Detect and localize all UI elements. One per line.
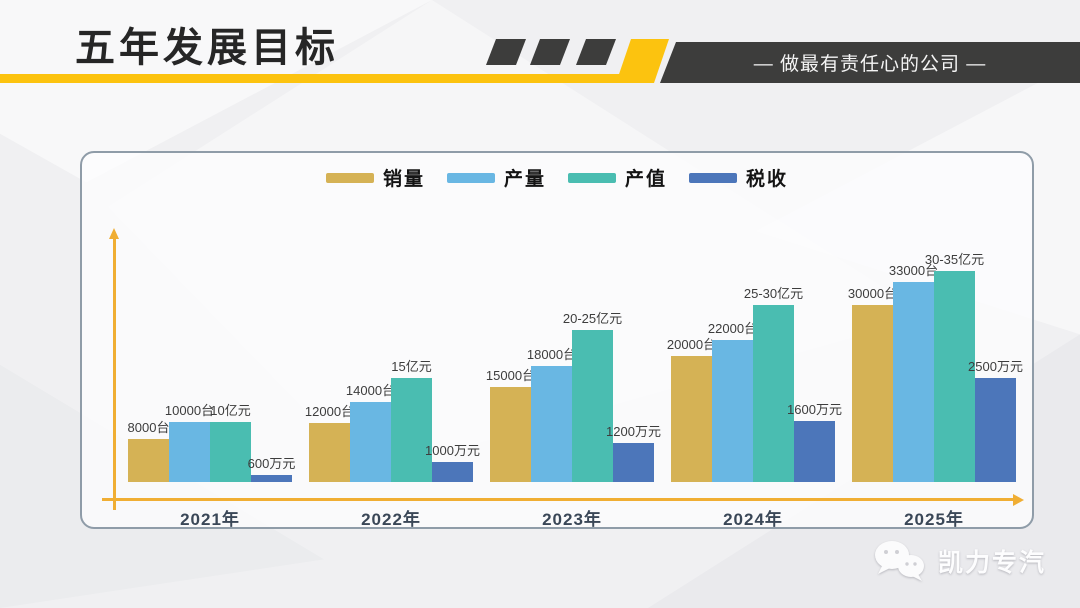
x-tick-2025年: 2025年: [904, 510, 964, 529]
decor-parallelogram-icon: [530, 39, 570, 65]
decor-parallelogram-yellow-icon: [616, 39, 669, 83]
legend-item-sales: 销量: [325, 164, 425, 191]
bar-销量-2022年: 12000台: [305, 404, 354, 482]
bar-value-label: 10亿元: [210, 403, 251, 418]
bar-value-label: 33000台: [888, 263, 939, 278]
bar-产量-2024年: 22000台: [708, 321, 757, 482]
bar-税收-2024年: 1600万元: [787, 402, 842, 482]
bar-产值-2025年: 30-35亿元: [925, 252, 984, 482]
bar-value-label: 30000台: [847, 286, 898, 301]
bar-group-2024年: 20000台 22000台 25-30亿元 1600万元: [667, 286, 842, 482]
bar-产量-2022年: 14000台: [346, 383, 395, 482]
bar-group-2023年: 15000台 18000台 20-25亿元 1200万元: [486, 311, 661, 482]
legend-swatch-output: [568, 172, 616, 183]
y-axis-arrow: [109, 228, 119, 510]
bar-value-label: 2500万元: [968, 359, 1023, 374]
bar-产值-2022年: 15亿元: [391, 359, 432, 482]
bar-group-2022年: 12000台 14000台 15亿元 1000万元: [305, 359, 480, 482]
bar-value-label: 15000台: [485, 368, 536, 383]
slogan-text: — 做最有责任心的公司 —: [753, 54, 987, 75]
chart-card: 销量 产量 产值 税收 8000台 10000台 10亿元 600万元 12000台 14…: [80, 151, 1034, 529]
bar-税收-2021年: 600万元: [248, 456, 295, 482]
legend-label: 产量: [503, 169, 546, 190]
x-tick-2023年: 2023年: [542, 510, 602, 529]
legend-swatch-tax: [689, 172, 738, 183]
x-tick-2024年: 2024年: [723, 510, 783, 529]
x-tick-2022年: 2022年: [361, 510, 421, 529]
legend-swatch-sales: [325, 172, 374, 183]
brand-name: 凯力专汽: [937, 549, 1046, 577]
legend-item-production: 产量: [446, 164, 546, 191]
bar-value-label: 12000台: [304, 404, 355, 419]
legend-label: 销量: [382, 169, 425, 190]
bar-产值-2021年: 10亿元: [210, 403, 251, 482]
bar-value-label: 600万元: [247, 456, 296, 471]
bar-税收-2025年: 2500万元: [968, 359, 1023, 482]
bar-产量-2021年: 10000台: [165, 403, 214, 482]
bar-value-label: 1600万元: [787, 402, 842, 417]
bar-group-2021年: 8000台 10000台 10亿元 600万元: [128, 403, 295, 482]
bar-产量-2023年: 18000台: [527, 347, 576, 482]
bar-value-label: 1000万元: [425, 443, 480, 458]
bar-产值-2024年: 25-30亿元: [744, 286, 803, 482]
bar-产值-2023年: 20-25亿元: [563, 311, 622, 482]
page-title: 五年发展目标: [75, 26, 339, 70]
bar-产量-2025年: 33000台: [889, 263, 938, 482]
x-axis-arrow: [102, 493, 1024, 506]
bar-税收-2023年: 1200万元: [606, 424, 661, 482]
title-underline-bar: [0, 74, 642, 83]
bar-销量-2021年: 8000台: [128, 420, 169, 482]
bar-value-label: 14000台: [345, 383, 396, 398]
bar-value-label: 10000台: [164, 403, 215, 418]
x-tick-2021年: 2021年: [180, 510, 240, 529]
wechat-icon: [874, 541, 924, 581]
legend-label: 税收: [746, 169, 789, 190]
legend-item-output: 产值: [568, 164, 667, 191]
bar-value-label: 1200万元: [606, 424, 661, 439]
bar-value-label: 22000台: [707, 321, 758, 336]
bar-value-label: 15亿元: [391, 359, 432, 374]
bar-销量-2024年: 20000台: [667, 337, 716, 482]
bar-group-2025年: 30000台 33000台 30-35亿元 2500万元: [848, 252, 1023, 482]
brand-watermark: 凯力专汽: [870, 538, 1046, 584]
slogan-banner: — 做最有责任心的公司 —: [660, 42, 1080, 83]
chart-legend: 销量 产量 产值 税收: [82, 164, 1032, 191]
decor-parallelogram-icon: [576, 39, 616, 65]
bar-value-label: 18000台: [526, 347, 577, 362]
bar-税收-2022年: 1000万元: [425, 443, 480, 482]
bar-value-label: 30-35亿元: [924, 252, 985, 267]
bar-value-label: 20-25亿元: [562, 311, 623, 326]
legend-swatch-production: [446, 172, 495, 183]
bar-value-label: 25-30亿元: [743, 286, 804, 301]
decor-parallelogram-icon: [486, 39, 526, 65]
x-ticks-area: 2021年 2022年 2023年 2024年 2025年: [128, 505, 1016, 530]
bars-area: 8000台 10000台 10亿元 600万元 12000台 14000台 15亿元 1000…: [128, 252, 1023, 482]
bar-value-label: 20000台: [666, 337, 717, 352]
bar-value-label: 8000台: [127, 420, 170, 435]
bar-销量-2023年: 15000台: [486, 368, 535, 482]
legend-label: 产值: [625, 169, 668, 190]
bar-销量-2025年: 30000台: [848, 286, 897, 482]
legend-item-tax: 税收: [689, 164, 788, 191]
